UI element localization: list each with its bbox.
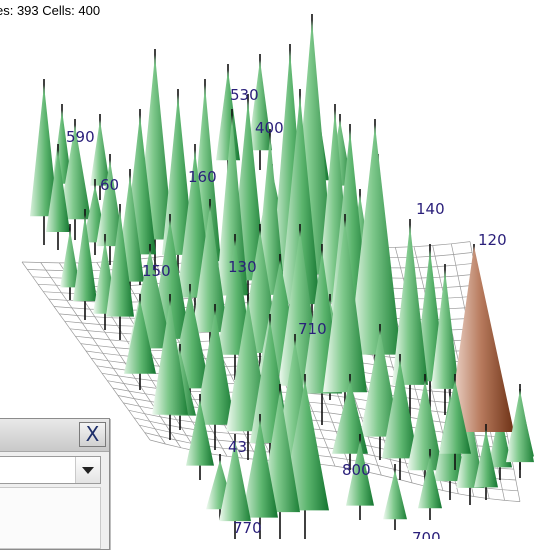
plot-labels: 590 530 400 60 160 140 120 150 130 710 4… bbox=[66, 86, 507, 547]
plot-label: 150 bbox=[142, 262, 171, 280]
panel-body bbox=[0, 487, 101, 549]
tree-cones bbox=[30, 14, 534, 539]
plot-label: 160 bbox=[188, 168, 217, 186]
plot-label: 770 bbox=[233, 519, 262, 537]
plot-label: 710 bbox=[298, 320, 327, 338]
plot-label: 43 bbox=[228, 438, 247, 456]
status-text: es: 393 Cells: 400 bbox=[0, 3, 101, 18]
chevron-down-icon[interactable] bbox=[75, 457, 100, 483]
plot-label: 120 bbox=[478, 231, 507, 249]
plot-label: 60 bbox=[100, 176, 119, 194]
panel-dropdown[interactable] bbox=[0, 456, 101, 484]
plot-label: 590 bbox=[66, 128, 95, 146]
floating-panel: X bbox=[0, 418, 110, 550]
plot-label: 130 bbox=[228, 258, 257, 276]
plot-label: 700 bbox=[412, 529, 441, 539]
plot-label: 800 bbox=[342, 461, 371, 479]
close-icon[interactable]: X bbox=[79, 422, 106, 447]
panel-title-bar[interactable]: X bbox=[0, 419, 109, 452]
plot-label: 400 bbox=[255, 119, 284, 137]
plot-label: 140 bbox=[416, 200, 445, 218]
plot-label: 530 bbox=[230, 86, 259, 104]
